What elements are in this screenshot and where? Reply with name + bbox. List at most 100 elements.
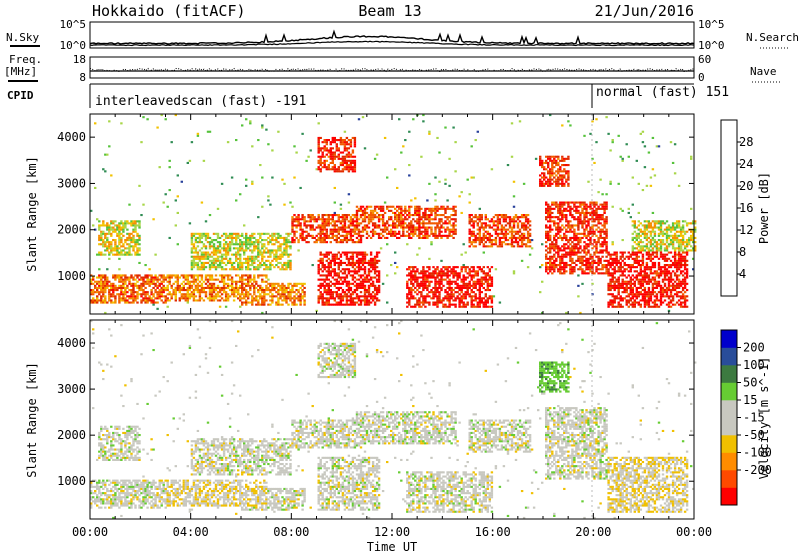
power-cell (281, 255, 284, 258)
power-cell (146, 278, 149, 281)
power-cell (345, 141, 349, 144)
power-cell (555, 170, 558, 173)
power-cell (412, 295, 415, 298)
power-cell (243, 249, 246, 252)
power-cell (96, 289, 99, 292)
power-cell (514, 220, 518, 223)
power-cell (267, 195, 270, 198)
power-cell (208, 245, 212, 248)
power-cell (104, 299, 107, 302)
power-cell (92, 293, 95, 296)
power-cell (359, 295, 363, 298)
power-cell (502, 216, 506, 219)
power-cell (369, 218, 373, 221)
power-cell (245, 236, 248, 239)
power-cell (277, 297, 280, 300)
power-cell (539, 178, 542, 181)
power-cell (369, 236, 373, 239)
power-cell (375, 259, 379, 262)
power-cell (216, 264, 220, 267)
power-cell (559, 178, 562, 181)
power-cell (323, 284, 326, 287)
power-cell (549, 214, 552, 217)
power-cell (355, 218, 359, 221)
power-cell (424, 214, 427, 217)
power-cell (178, 291, 181, 294)
power-cell (283, 299, 286, 302)
power-cell (559, 159, 562, 162)
power-cell (226, 249, 230, 252)
power-cell (108, 293, 111, 296)
power-cell (466, 282, 469, 285)
power-cell (458, 289, 461, 292)
power-cell (277, 282, 280, 285)
power-cell (210, 245, 214, 248)
power-cell (289, 264, 292, 267)
power-cell (361, 218, 365, 221)
power-cell (353, 170, 357, 173)
power-cell (331, 253, 334, 256)
power-cell (237, 286, 240, 289)
power-cell (299, 299, 302, 302)
power-cell (361, 282, 365, 285)
nsearch-label: N.Search (746, 31, 799, 44)
power-cell (438, 226, 441, 229)
power-cell (549, 170, 552, 173)
power-cell (422, 274, 425, 277)
power-cell (287, 293, 290, 296)
power-cell (283, 203, 286, 206)
power-cell (132, 224, 135, 227)
power-cell (319, 261, 322, 264)
power-cell (561, 257, 564, 260)
power-cell (196, 284, 200, 287)
power-cell (257, 303, 260, 306)
power-cell (349, 139, 353, 142)
power-cell (569, 264, 572, 267)
power-cell (132, 239, 135, 242)
power-cell (432, 276, 435, 279)
power-cell (589, 268, 592, 271)
power-cell (359, 214, 363, 217)
power-cell (555, 184, 558, 187)
power-cell (424, 216, 427, 219)
power-cell (458, 286, 461, 289)
power-cell (436, 305, 439, 308)
power-cell (408, 222, 411, 225)
power-cell (472, 230, 475, 233)
power-cell (249, 257, 252, 260)
power-cell (204, 293, 208, 296)
power-cell (365, 291, 369, 294)
power-cell (386, 205, 389, 208)
power-cell (251, 295, 254, 298)
power-cell (206, 251, 210, 254)
power-cell (363, 268, 367, 271)
power-cell (377, 214, 381, 217)
power-cell (482, 278, 485, 281)
power-cell (402, 218, 405, 221)
power-cell (245, 299, 248, 302)
power-cell (337, 268, 340, 271)
power-cell (303, 286, 306, 289)
power-cell (359, 303, 363, 306)
power-cell (563, 266, 566, 269)
power-cell (365, 205, 369, 208)
power-cell (289, 247, 292, 250)
power-cell (327, 293, 330, 296)
power-cell (367, 222, 371, 225)
power-cell (520, 234, 524, 237)
power-cell (454, 303, 457, 306)
power-cell (200, 241, 204, 244)
power-cell (488, 295, 491, 298)
power-cell (277, 255, 280, 258)
power-cell (118, 232, 121, 235)
power-cell (285, 301, 288, 304)
power-cell (591, 120, 594, 123)
power-cell (363, 211, 367, 214)
power-cell (323, 289, 326, 292)
power-cell (174, 295, 177, 298)
power-cell (569, 214, 572, 217)
power-cell (414, 303, 417, 306)
power-cell (442, 205, 445, 208)
power-cell (430, 274, 433, 277)
power-cell (418, 236, 421, 239)
